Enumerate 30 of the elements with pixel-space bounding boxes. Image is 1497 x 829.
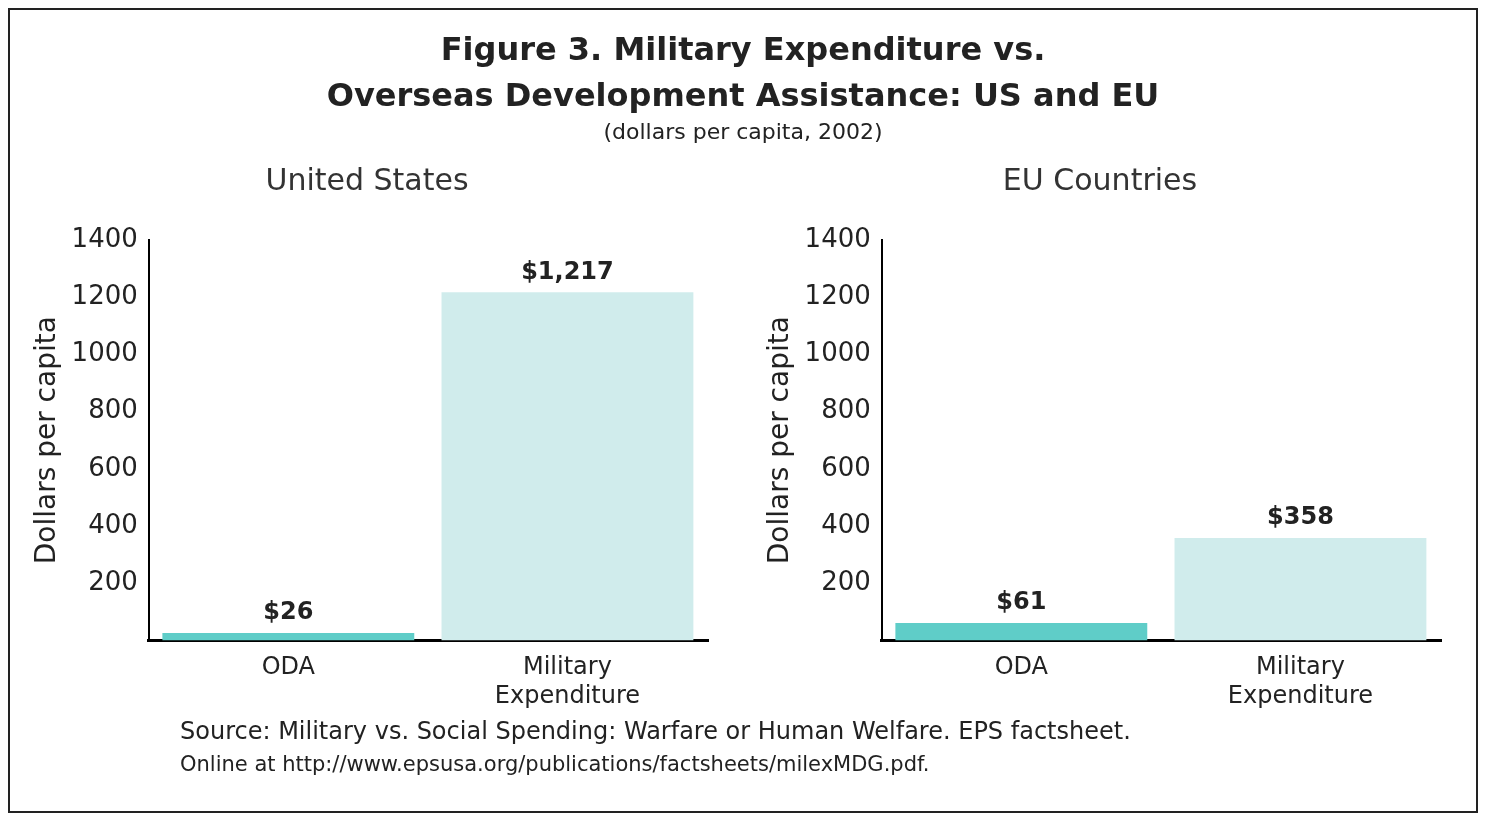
data-label: $1,217	[520, 256, 614, 285]
x-tick-label: Military Expenditure	[1227, 651, 1373, 709]
y-tick-label: 200	[820, 565, 871, 596]
y-tick-label: 1400	[71, 222, 138, 253]
y-tick-label: 600	[820, 451, 871, 482]
y-tick-label: 1200	[71, 279, 138, 310]
y-tick-label: 1400	[804, 222, 871, 253]
data-label: $358	[1266, 502, 1334, 531]
y-tick-label: 200	[87, 565, 138, 596]
x-tick-label: ODA	[994, 651, 1049, 680]
text: (dollars per capita, 2002)	[602, 118, 884, 144]
chart-title: EU Countries	[1002, 161, 1197, 197]
y-tick-label: 800	[820, 394, 871, 425]
y-tick-label: 800	[87, 394, 138, 425]
source-note: Source: Military vs. Social Spending: Warfare or Human Welfare. EPS factsheet.	[180, 715, 1132, 747]
x-tick-label: ODA	[261, 651, 316, 680]
y-tick-label: 1000	[804, 336, 871, 367]
data-label: $26	[262, 596, 313, 625]
y-tick-label: 1000	[71, 336, 138, 367]
chart-title: United States	[264, 161, 469, 197]
y-tick-label: 400	[87, 508, 138, 539]
y-tick-label: 600	[87, 451, 138, 482]
data-label: $61	[995, 586, 1046, 615]
x-tick-label: Military Expenditure	[494, 651, 640, 709]
y-tick-label: 1200	[804, 279, 871, 310]
text: Figure 3. Military Expenditure vs. Overseas Development Assistance: US and EU	[325, 29, 1161, 117]
text: Online at http://www.epsusa.org/publications/factsheets/milexMDG.pdf.	[180, 750, 931, 778]
y-axis-title: Dollars per capita	[761, 315, 795, 565]
y-tick-label: 400	[820, 508, 871, 539]
y-axis-title: Dollars per capita	[28, 315, 62, 565]
